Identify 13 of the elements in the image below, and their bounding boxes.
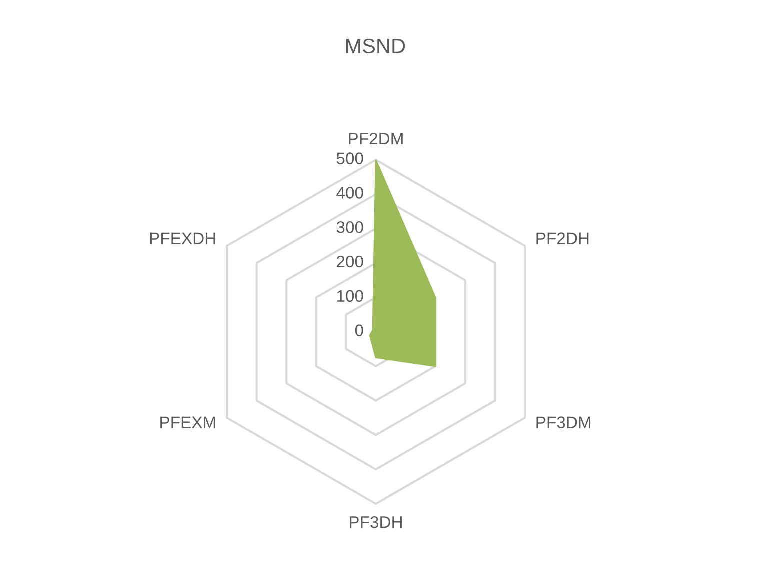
y-tick-label: 200 bbox=[337, 256, 364, 268]
y-tick-label: 500 bbox=[336, 152, 364, 164]
spoke-label: PF3DH bbox=[350, 516, 402, 528]
spoke-label: PFEXDH bbox=[150, 232, 216, 244]
y-tick-label: 400 bbox=[336, 187, 364, 199]
spoke-label: PF3DM bbox=[536, 416, 590, 428]
spoke-label: PF2DH bbox=[536, 232, 589, 244]
chart-title: MSND bbox=[346, 38, 406, 54]
y-tick-label: 0 bbox=[355, 324, 364, 336]
y-tick-label: 100 bbox=[337, 290, 364, 302]
y-tick-label: 300 bbox=[336, 221, 364, 234]
spoke-label: PF2DM bbox=[349, 132, 403, 145]
spoke-label: PFEXM bbox=[160, 416, 216, 428]
